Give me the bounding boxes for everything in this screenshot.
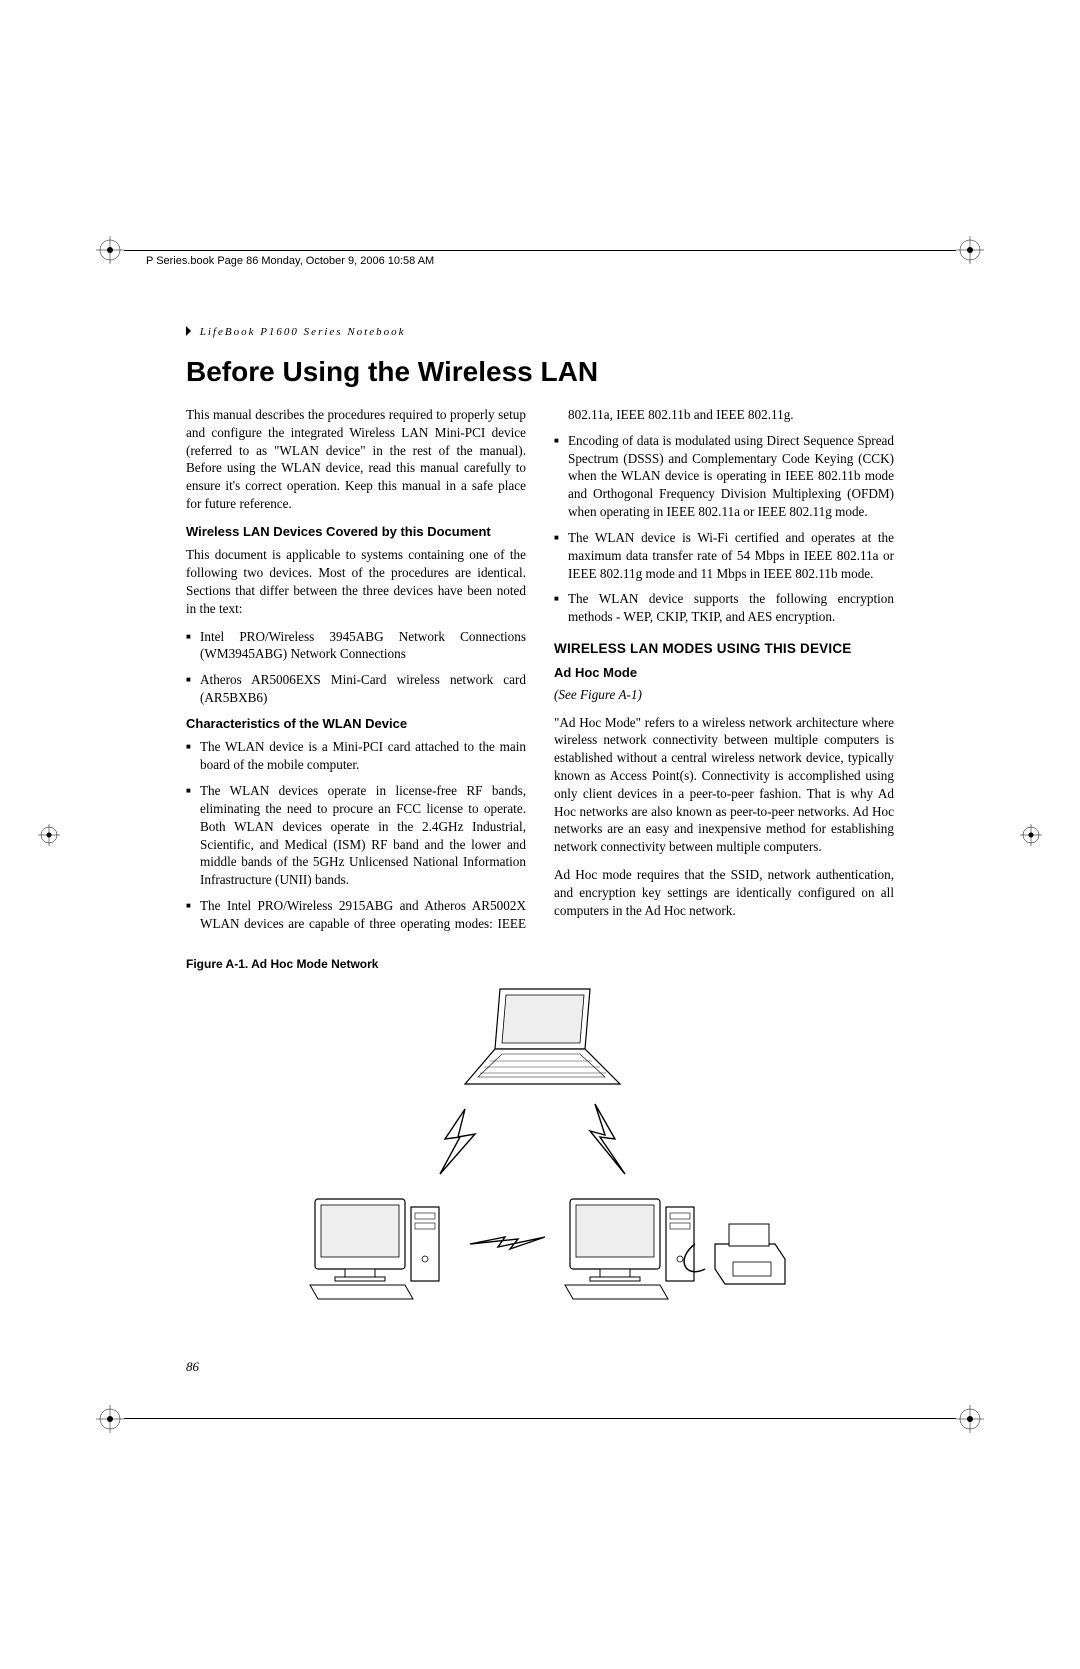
figure-caption: Figure A-1. Ad Hoc Mode Network (186, 957, 894, 971)
content-area: LifeBook P1600 Series Notebook Before Us… (186, 326, 894, 1389)
crop-mark-icon (96, 236, 124, 264)
paragraph-adhoc-2: Ad Hoc mode requires that the SSID, netw… (554, 866, 894, 919)
intro-paragraph: This manual describes the procedures req… (186, 406, 526, 513)
crop-mark-icon (1020, 824, 1042, 846)
page-number: 86 (186, 1359, 199, 1375)
list-item: The WLAN device is Wi-Fi certified and o… (554, 529, 894, 582)
page: P Series.book Page 86 Monday, October 9,… (0, 0, 1080, 1669)
list-item: The WLAN device is a Mini-PCI card attac… (186, 738, 526, 774)
list-item: Intel PRO/Wireless 3945ABG Network Conne… (186, 628, 526, 664)
figure-a1-diagram (186, 979, 894, 1319)
two-column-body: This manual describes the procedures req… (186, 406, 894, 933)
list-item: Atheros AR5006EXS Mini-Card wireless net… (186, 671, 526, 707)
running-head: LifeBook P1600 Series Notebook (186, 326, 894, 338)
heading-adhoc: Ad Hoc Mode (554, 664, 894, 682)
crop-mark-icon (956, 236, 984, 264)
heading-devices-covered: Wireless LAN Devices Covered by this Doc… (186, 523, 526, 541)
adhoc-network-diagram-icon (260, 979, 820, 1319)
book-header-note: P Series.book Page 86 Monday, October 9,… (146, 255, 434, 267)
heading-modes: WIRELESS LAN MODES USING THIS DEVICE (554, 640, 894, 658)
list-item: The WLAN devices operate in license-free… (186, 782, 526, 889)
paragraph-adhoc-1: "Ad Hoc Mode" refers to a wireless netwo… (554, 714, 894, 857)
paragraph-devices: This document is applicable to systems c… (186, 546, 526, 617)
crop-rule (124, 1418, 956, 1419)
figure-reference: (See Figure A-1) (554, 686, 894, 704)
crop-mark-icon (96, 1405, 124, 1433)
crop-mark-icon (956, 1405, 984, 1433)
page-title: Before Using the Wireless LAN (186, 356, 894, 388)
list-item: Encoding of data is modulated using Dire… (554, 432, 894, 521)
crop-mark-icon (38, 824, 60, 846)
heading-characteristics: Characteristics of the WLAN Device (186, 715, 526, 733)
devices-list: Intel PRO/Wireless 3945ABG Network Conne… (186, 628, 526, 707)
crop-rule (124, 250, 956, 251)
list-item: The WLAN device supports the following e… (554, 590, 894, 626)
running-head-marker-icon (186, 326, 191, 336)
running-head-text: LifeBook P1600 Series Notebook (200, 326, 406, 338)
